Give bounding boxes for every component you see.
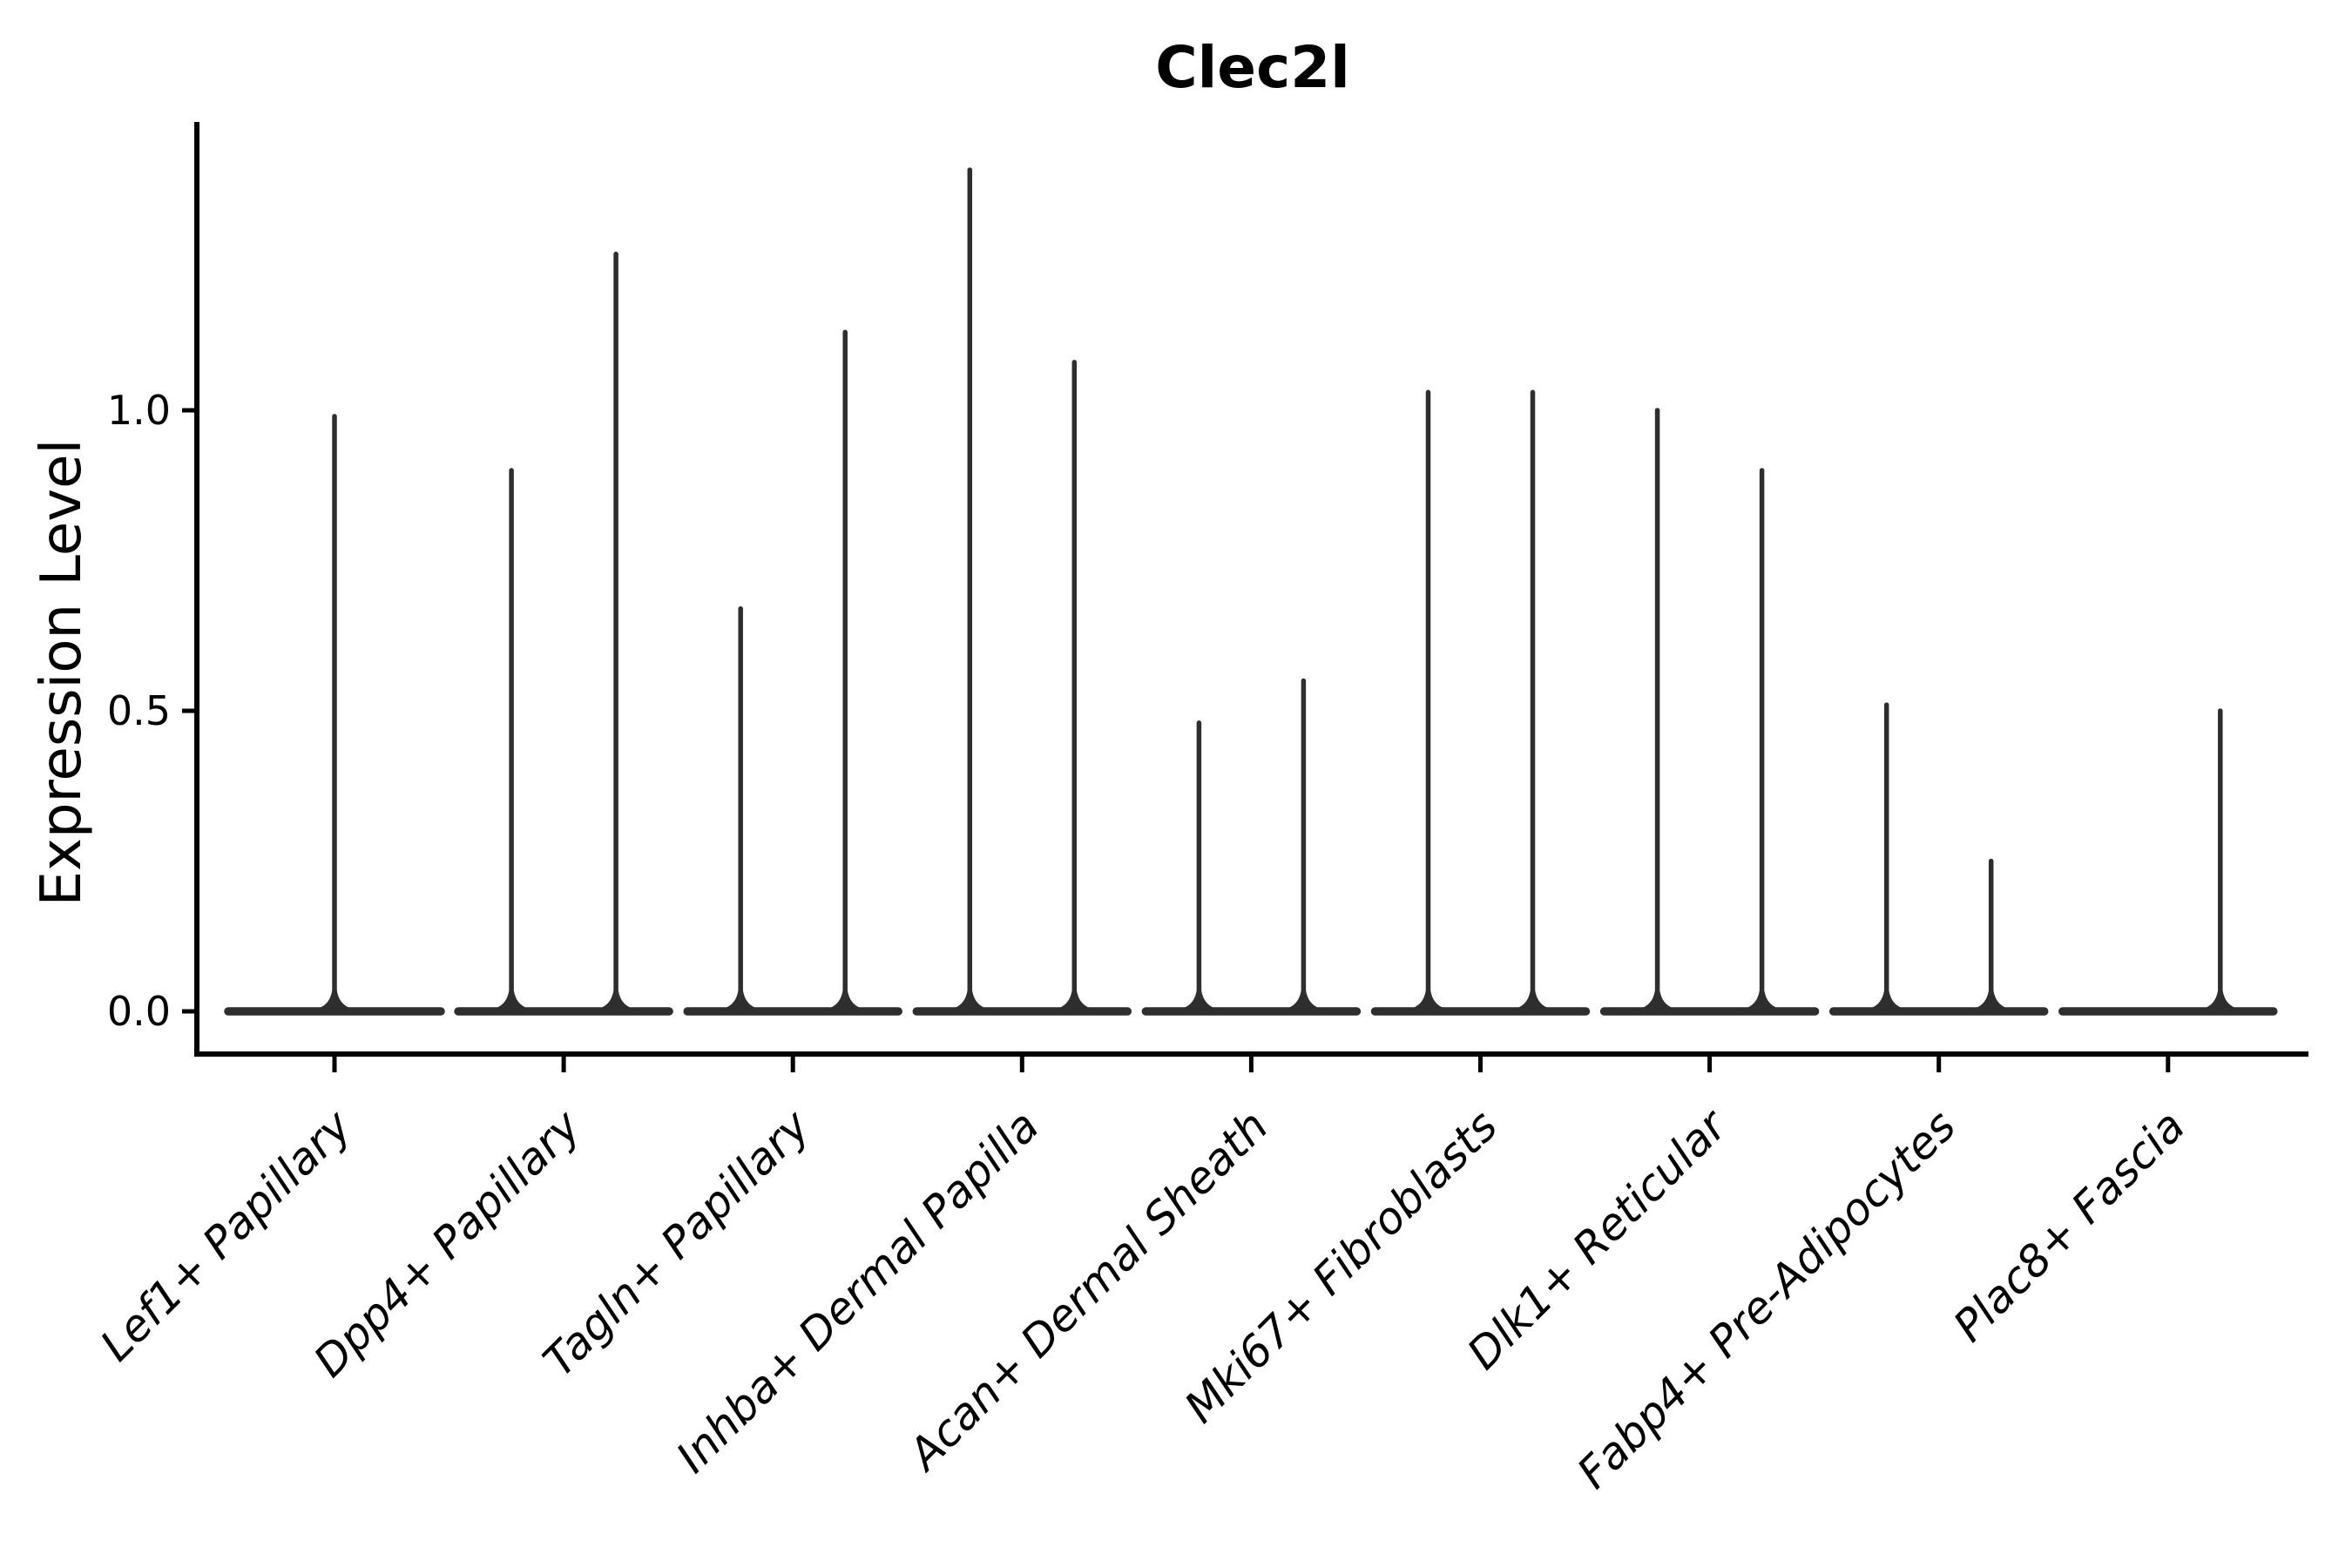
y-axis-label: Expression Level — [30, 439, 94, 907]
x-tick-label: Fabp4+ Pre-Adipocytes — [1568, 1100, 1966, 1498]
y-tick-label: 0.5 — [107, 687, 171, 734]
y-tick-label: 0.0 — [107, 988, 171, 1035]
x-tick-label: Lef1+ Papillary — [91, 1099, 362, 1370]
x-tick-label: Acan+ Dermal Sheath — [897, 1100, 1278, 1481]
violin-layer — [224, 167, 2278, 1016]
y-tick-label: 1.0 — [107, 387, 171, 434]
x-tick-label: Plac8+ Fascia — [1943, 1100, 2194, 1351]
chart-title: Clec2l — [1155, 34, 1350, 101]
axes-layer — [182, 122, 2308, 1072]
x-tick-label: Inhba+ Dermal Papilla — [666, 1100, 1048, 1482]
